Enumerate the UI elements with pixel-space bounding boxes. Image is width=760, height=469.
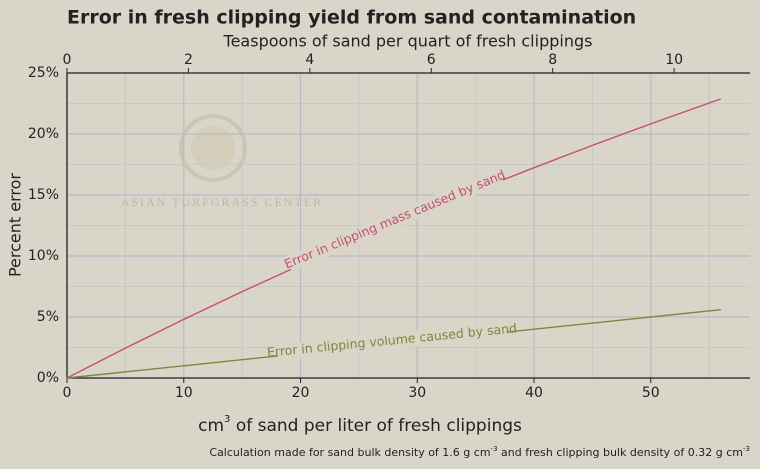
footnote-sup: -3 — [491, 445, 498, 453]
x-tick-label: 10 — [175, 385, 193, 401]
x-tick-label: 50 — [642, 385, 660, 401]
x2-axis-title: Teaspoons of sand per quart of fresh cli… — [223, 32, 593, 51]
footnote-part: Calculation made for sand bulk density o… — [209, 446, 490, 459]
x2-tick-label: 2 — [184, 52, 193, 68]
y-axis-title: Percent error — [6, 173, 25, 277]
x-tick-label: 30 — [408, 385, 426, 401]
x-tick-label: 20 — [292, 385, 310, 401]
x-tick-label: 0 — [63, 385, 72, 401]
y-tick-label: 15% — [28, 187, 59, 203]
x2-tick-label: 10 — [665, 52, 683, 68]
label-bg — [285, 168, 505, 272]
x2-tick-label: 6 — [427, 52, 436, 68]
y-tick-label: 5% — [37, 309, 59, 325]
x-axis-title: cm3 of sand per liter of fresh clippings — [198, 414, 522, 436]
x-title-part: of sand per liter of fresh clippings — [230, 416, 522, 436]
x2-tick-label: 4 — [305, 52, 314, 68]
footnote: Calculation made for sand bulk density o… — [209, 445, 750, 459]
chart-title: Error in fresh clipping yield from sand … — [67, 7, 636, 29]
x-title-sup: 3 — [224, 414, 230, 425]
watermark-logo — [179, 114, 247, 182]
footnote-part: and fresh clipping bulk density of 0.32 … — [498, 446, 743, 459]
watermark: ASIAN TURFGRASS CENTER — [121, 195, 323, 209]
x2-tick-label: 8 — [548, 52, 557, 68]
x-tick-label: 40 — [525, 385, 543, 401]
footnote-sup: -3 — [743, 445, 750, 453]
x-title-part: cm — [198, 416, 224, 436]
x2-tick-label: 0 — [63, 52, 72, 68]
y-tick-label: 20% — [28, 126, 59, 142]
label-bg — [276, 321, 508, 361]
y-tick-label: 0% — [37, 370, 59, 386]
y-tick-label: 25% — [28, 65, 59, 81]
y-tick-label: 10% — [28, 248, 59, 264]
